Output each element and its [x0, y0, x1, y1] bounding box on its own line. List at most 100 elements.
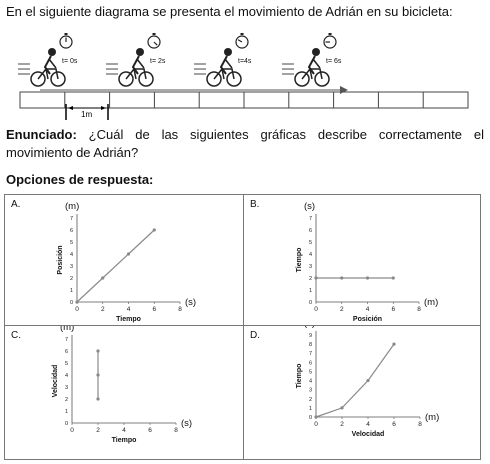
- x-tick-label: 8: [418, 421, 422, 428]
- x-tick-label: 6: [392, 421, 396, 428]
- x-axis-title: Velocidad: [352, 431, 385, 438]
- time-label: t=4s: [238, 58, 252, 65]
- x-tick-label: 6: [391, 306, 395, 313]
- option-b-letter: B.: [250, 199, 260, 210]
- y-tick-label: 5: [65, 361, 68, 367]
- y-unit-label: (m): [65, 201, 79, 212]
- wheel-icon: [294, 71, 310, 87]
- intro-text: En el siguiente diagrama se presenta el …: [6, 4, 453, 19]
- y-tick-label: 2: [70, 276, 73, 282]
- rider-head-icon: [312, 48, 320, 56]
- wheel-icon: [206, 71, 222, 87]
- y-tick-label: 4: [70, 252, 73, 258]
- y-tick-label: 5: [309, 240, 312, 246]
- y-tick-label: 1: [309, 406, 312, 412]
- y-tick-label: 7: [70, 216, 73, 222]
- rider-head-icon: [48, 48, 56, 56]
- data-point: [126, 252, 131, 256]
- option-d-chart: 0 2 4 6 8 0 1 2 3 4 5 6 7 8 9 (m) (s) Velocidad Tiempo: [296, 318, 439, 438]
- data-point: [392, 342, 396, 346]
- time-label: t= 0s: [62, 58, 78, 65]
- x-unit-label: (s): [185, 297, 196, 308]
- option-c-letter: C.: [11, 330, 21, 341]
- option-a[interactable]: A. 0 2 4 6 8 0 1 2 3 4 5 6 7 (s) (m) Tiempo Posición: [5, 195, 243, 325]
- rider-head-icon: [136, 48, 144, 56]
- x-tick-label: 8: [178, 306, 182, 313]
- x-tick-label: 8: [174, 427, 178, 434]
- x-tick-label: 2: [340, 306, 344, 313]
- rider-head-icon: [224, 48, 232, 56]
- data-point: [152, 228, 156, 232]
- x-tick-label: 8: [417, 306, 421, 313]
- x-unit-label: (s): [181, 418, 192, 429]
- x-unit-label: (m): [425, 412, 439, 423]
- y-tick-label: 3: [309, 264, 312, 270]
- y-tick-label: 1: [70, 288, 73, 294]
- y-tick-label: 6: [70, 228, 73, 234]
- wheel-icon: [30, 71, 46, 87]
- statement: Enunciado: ¿Cuál de las siguientes gráfi…: [6, 126, 484, 162]
- cyclist-figure: t= 2s: [106, 33, 166, 87]
- y-tick-label: 0: [309, 300, 312, 306]
- y-tick-label: 2: [309, 397, 312, 403]
- wheel-icon: [50, 71, 66, 87]
- y-tick-label: 3: [309, 388, 312, 394]
- y-tick-label: 3: [65, 385, 68, 391]
- data-point: [314, 415, 318, 419]
- data-point: [366, 378, 370, 383]
- data-point: [365, 276, 370, 280]
- grid-divider-vertical: [243, 195, 244, 459]
- wheel-icon: [138, 71, 154, 87]
- y-tick-label: 9: [309, 333, 312, 339]
- y-tick-label: 7: [309, 216, 312, 222]
- x-tick-label: 0: [314, 421, 318, 428]
- data-point: [96, 397, 100, 401]
- y-tick-label: 4: [309, 379, 312, 385]
- data-point: [96, 349, 100, 353]
- y-tick-label: 6: [309, 228, 312, 234]
- x-tick-label: 0: [314, 306, 318, 313]
- x-unit-label: (m): [424, 297, 438, 308]
- option-d[interactable]: D. 0 2 4 6 8 0 1 2 3 4 5 6 7 8 9 (m) (s) Velocidad Tiempo: [244, 318, 482, 456]
- x-tick-label: 4: [127, 306, 131, 313]
- motion-diagram: 1m t= 0s t= 2s t=4s t= 6s: [18, 33, 469, 120]
- x-tick-label: 2: [101, 306, 105, 313]
- time-label: t= 6s: [326, 58, 342, 65]
- y-tick-label: 2: [65, 397, 68, 403]
- option-c[interactable]: C. 0 2 4 6 8 0 1 2 3 4 5 6 7 (s) (m) Tiempo Velocidad: [5, 322, 243, 456]
- y-tick-label: 1: [309, 288, 312, 294]
- y-axis-title: Tiempo: [296, 248, 303, 273]
- cyclist-figure: t= 0s: [18, 33, 78, 87]
- data-point: [314, 276, 318, 280]
- x-tick-label: 0: [70, 427, 74, 434]
- y-tick-label: 7: [309, 351, 312, 357]
- y-axis-title: Velocidad: [52, 365, 59, 398]
- data-point: [340, 276, 344, 280]
- y-unit-label: (s): [304, 326, 315, 329]
- option-c-chart: 0 2 4 6 8 0 1 2 3 4 5 6 7 (s) (m) Tiempo Velocidad: [52, 322, 192, 444]
- x-tick-label: 2: [96, 427, 100, 434]
- cyclist-figure: t= 6s: [282, 33, 342, 87]
- option-b[interactable]: B. 0 2 4 6 8 0 1 2 3 4 5 6 7 (m) (s) Posición Tiempo: [244, 195, 482, 325]
- data-point: [75, 300, 79, 304]
- x-tick-label: 4: [122, 427, 126, 434]
- options-grid: A. 0 2 4 6 8 0 1 2 3 4 5 6 7 (s) (m) Tiempo Posición B. …: [4, 194, 481, 460]
- wheel-icon: [118, 71, 134, 87]
- scale-label: 1m: [81, 110, 92, 119]
- y-tick-label: 6: [65, 349, 68, 355]
- wheel-icon: [226, 71, 242, 87]
- y-axis-title: Tiempo: [296, 364, 303, 389]
- y-tick-label: 6: [309, 360, 312, 366]
- data-point: [391, 276, 395, 280]
- x-axis-title: Posición: [353, 316, 382, 323]
- option-b-chart: 0 2 4 6 8 0 1 2 3 4 5 6 7 (m) (s) Posición Tiempo: [296, 201, 438, 323]
- data-point: [101, 276, 105, 280]
- statement-text: ¿Cuál de las siguientes gráficas describ…: [6, 127, 484, 160]
- option-d-letter: D.: [250, 330, 260, 341]
- grid-divider-horizontal: [5, 325, 480, 326]
- series-line: [315, 343, 395, 418]
- option-a-chart: 0 2 4 6 8 0 1 2 3 4 5 6 7 (s) (m) Tiempo Posición: [57, 201, 196, 323]
- data-point: [340, 406, 344, 410]
- y-unit-label: (s): [304, 201, 315, 212]
- x-tick-label: 4: [366, 421, 370, 428]
